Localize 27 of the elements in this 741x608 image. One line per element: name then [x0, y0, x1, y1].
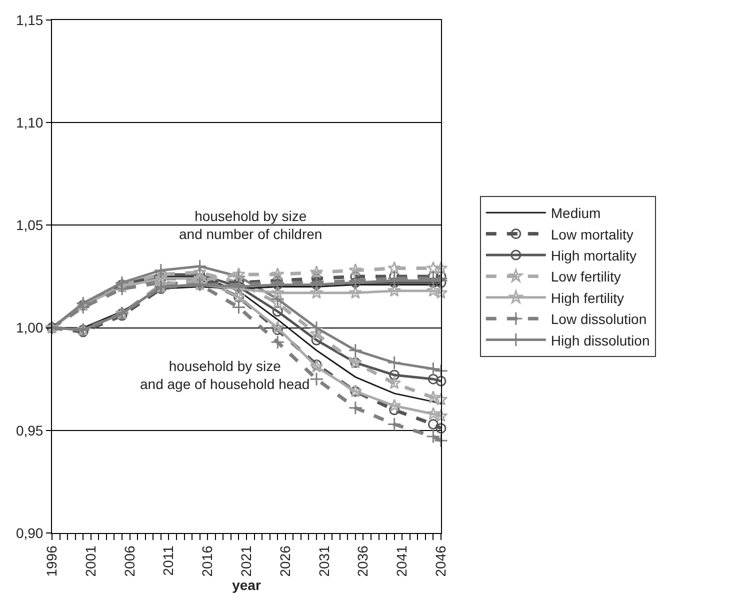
annotation: household by size and age of household head	[140, 358, 310, 392]
x-tick-label: 2001	[82, 545, 98, 577]
x-tick-label: 2026	[276, 545, 293, 577]
x-tick-label: 2041	[394, 545, 410, 577]
x-tick-label: 2046	[432, 545, 449, 577]
y-tick-label: 1,05	[16, 217, 44, 234]
x-tick-label: 2011	[160, 545, 176, 576]
legend-label: High fertility	[550, 290, 624, 306]
legend-label: High mortality	[550, 247, 636, 264]
legend-label: Low mortality	[550, 226, 634, 242]
y-tick-label: 0,90	[16, 524, 44, 541]
annotation: household by size and number of children	[179, 208, 322, 242]
x-tick-label: 2006	[121, 545, 138, 577]
legend-label: Medium	[550, 205, 601, 222]
y-tick-label: 1,10	[16, 114, 44, 130]
legend-label: Low dissolution	[550, 311, 647, 328]
x-axis-title: year	[232, 577, 262, 594]
x-tick-label: 2021	[238, 545, 254, 577]
legend-label: High dissolution	[550, 332, 650, 348]
x-tick-label: 2031	[316, 545, 332, 577]
x-tick-label: 1996	[44, 545, 60, 577]
y-tick-label: 0,95	[16, 422, 44, 438]
legend-label: Low fertility	[550, 268, 621, 285]
x-tick-label: 2016	[199, 545, 216, 577]
y-tick-label: 1,00	[16, 320, 44, 336]
y-tick-label: 1,15	[16, 12, 44, 28]
x-tick-label: 2036	[354, 545, 371, 577]
